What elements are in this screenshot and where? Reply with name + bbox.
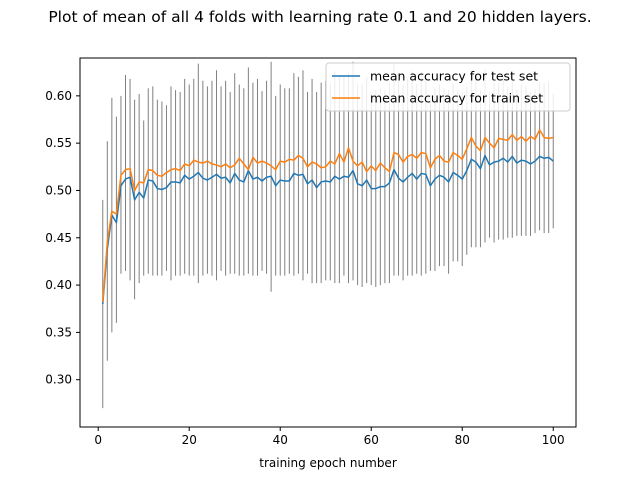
x-tick-label: 0 bbox=[94, 433, 102, 447]
x-tick-label: 40 bbox=[273, 433, 288, 447]
x-axis: 0 20 40 60 80 100 bbox=[94, 427, 565, 447]
y-tick-label: 0.60 bbox=[45, 89, 72, 103]
legend: mean accuracy for test set mean accuracy … bbox=[325, 62, 571, 112]
y-tick-label: 0.40 bbox=[45, 278, 72, 292]
y-tick-label: 0.55 bbox=[45, 136, 72, 150]
legend-box bbox=[325, 62, 571, 112]
x-tick-label: 80 bbox=[455, 433, 470, 447]
legend-entry: mean accuracy for test set bbox=[370, 69, 538, 84]
legend-entry: mean accuracy for train set bbox=[370, 91, 543, 106]
x-tick-label: 100 bbox=[542, 433, 565, 447]
error-bars bbox=[102, 61, 554, 409]
y-tick-label: 0.45 bbox=[45, 231, 72, 245]
chart-title: Plot of mean of all 4 folds with learnin… bbox=[48, 8, 592, 26]
series-lines bbox=[102, 129, 554, 305]
test-accuracy-line bbox=[102, 154, 554, 305]
plot-frame bbox=[79, 57, 577, 428]
x-axis-label: training epoch number bbox=[259, 456, 397, 470]
y-tick-label: 0.30 bbox=[45, 373, 72, 387]
train-accuracy-line bbox=[102, 129, 554, 303]
y-tick-label: 0.50 bbox=[45, 183, 72, 197]
x-tick-label: 60 bbox=[364, 433, 379, 447]
y-axis: 0.30 0.35 0.40 0.45 0.50 0.55 0.60 bbox=[45, 89, 80, 387]
y-tick-label: 0.35 bbox=[45, 325, 72, 339]
x-tick-label: 20 bbox=[182, 433, 197, 447]
